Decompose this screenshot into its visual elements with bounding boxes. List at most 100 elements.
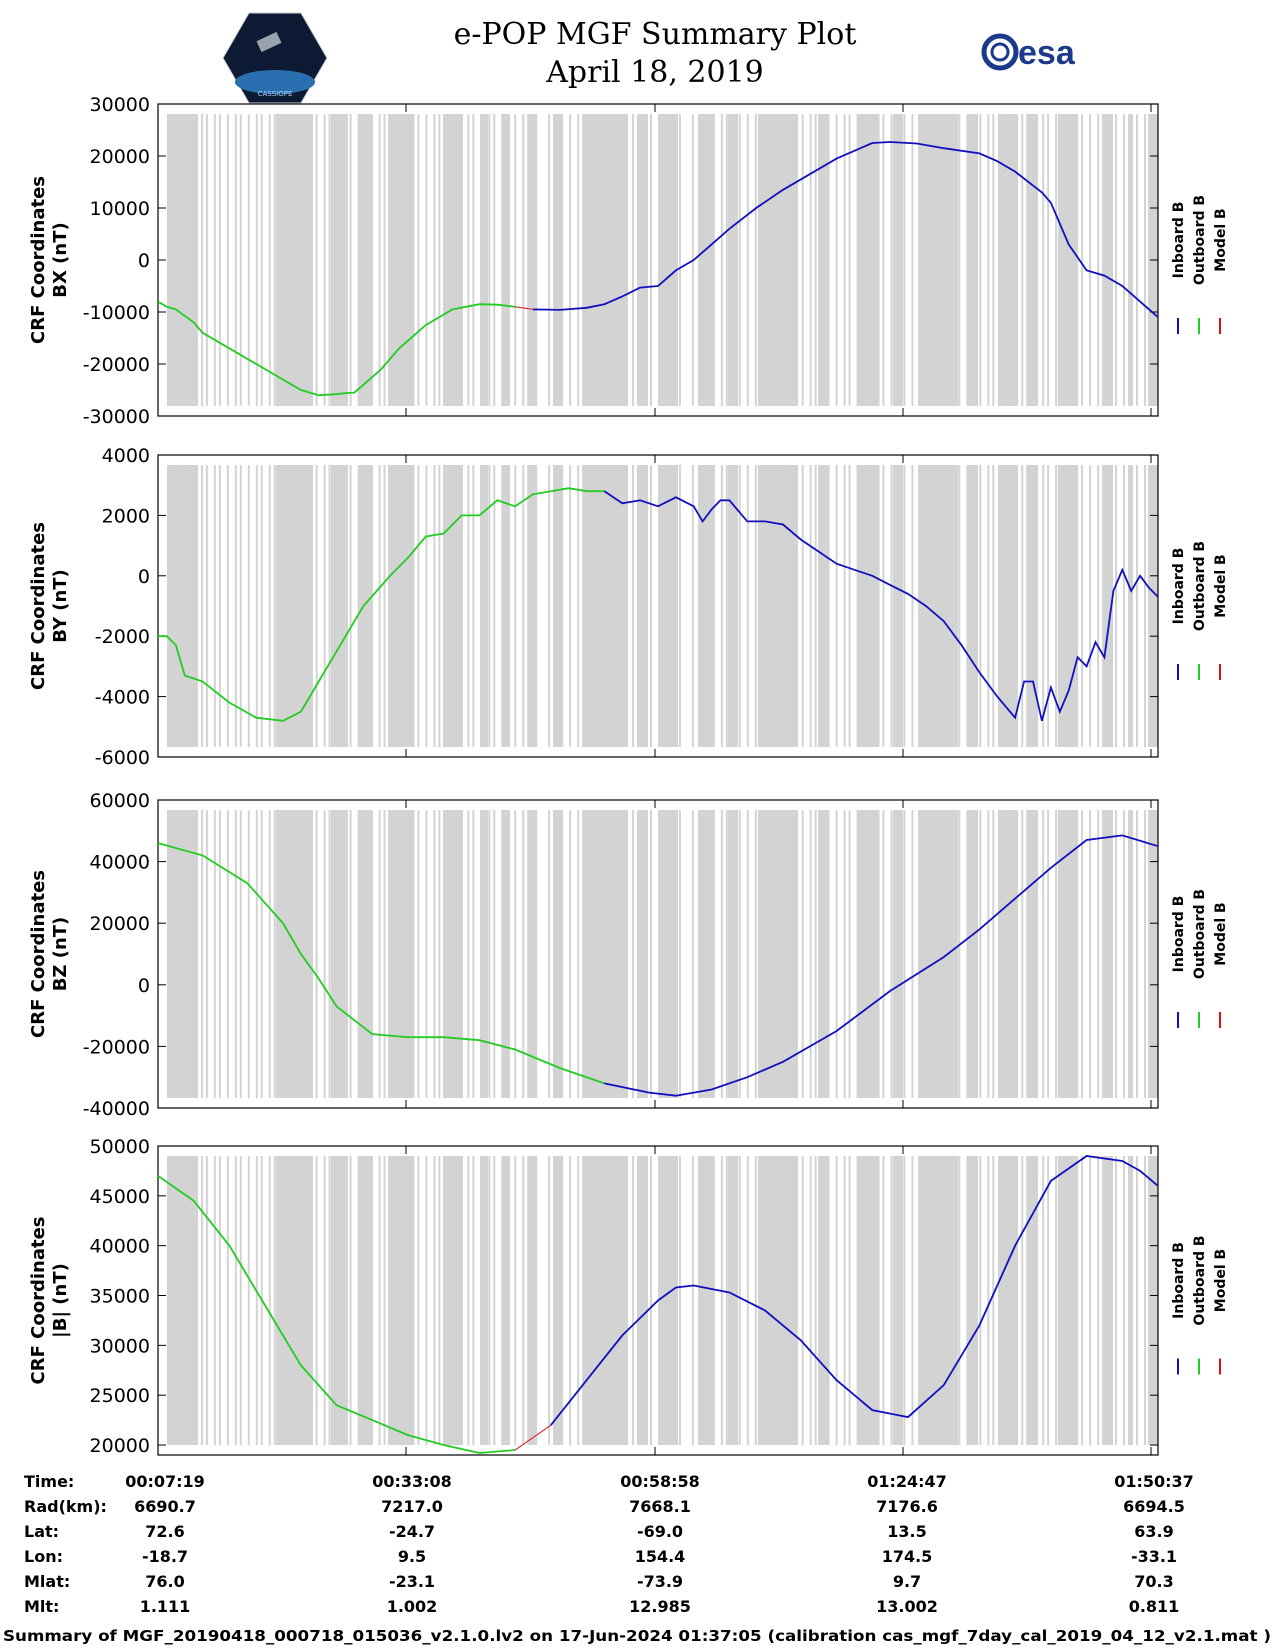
by-legend-label-0: Inboard B [1171, 548, 1187, 625]
by-gap-band-15 [758, 465, 798, 747]
row-label-mlt: Mlt: [24, 1597, 59, 1616]
bx-gap-band-17 [858, 114, 878, 406]
bmag-gap-band-23 [1058, 1156, 1078, 1445]
row-label-time: Time: [24, 1472, 74, 1491]
bx-gap-band-6 [480, 114, 488, 406]
bx-ylabel-line1: CRF Coordinates [28, 176, 49, 344]
by-ytick-label-0: 4000 [102, 445, 150, 467]
col2-mlt: 12.985 [629, 1597, 691, 1616]
bz-ylabel-line2: BZ (nT) [50, 917, 71, 992]
col2-lon: 154.4 [635, 1547, 686, 1566]
bx-ytick-label-4: -10000 [83, 302, 150, 324]
by-gap-band-3 [358, 465, 373, 747]
by-ylabel-line1: CRF Coordinates [28, 522, 49, 690]
col0-lat: 72.6 [145, 1522, 184, 1541]
bmag-ytick-label-3: 35000 [90, 1286, 150, 1308]
bmag-outboard-series [157, 1175, 516, 1454]
col2-time: 00:58:58 [620, 1472, 700, 1491]
col0-mlat: 76.0 [145, 1572, 184, 1591]
by-ytick-label-5: -6000 [95, 747, 150, 769]
by-gap-band-14 [728, 465, 738, 747]
by-gap-band-17 [858, 465, 878, 747]
bx-gap-band-18 [893, 114, 903, 406]
by-gap-band-18 [893, 465, 903, 747]
bmag-gap-band-25 [1128, 1156, 1133, 1445]
col4-lat: 63.9 [1134, 1522, 1173, 1541]
by-ylabel-line2: BY (nT) [50, 569, 71, 643]
cassiope-logo: CASSIOPE [222, 12, 328, 104]
row-label-lat: Lat: [24, 1522, 59, 1541]
col3-mlat: 9.7 [893, 1572, 921, 1591]
by-gap-band-25 [1128, 465, 1133, 747]
bz-panel: 60000 40000 20000 0 -20000 -40000 CRF Coordina… [28, 790, 1229, 1120]
title-line-1: e-POP MGF Summary Plot [454, 17, 857, 52]
col0-time: 00:07:19 [125, 1472, 205, 1491]
by-gap-band-6 [480, 465, 488, 747]
bx-ytick-label-3: 0 [138, 250, 150, 272]
bmag-data-gap-shading [167, 1156, 1158, 1445]
by-gap-band-2 [331, 465, 348, 747]
col0-rad: 6690.7 [134, 1497, 196, 1516]
bx-gap-band-3 [358, 114, 373, 406]
bmag-panel: 50000 45000 40000 35000 30000 25000 20000 CRF C… [28, 1136, 1229, 1457]
bz-ylabel-line1: CRF Coordinates [28, 870, 49, 1038]
footer-caption: Summary of MGF_20190418_000718_015036_v2… [3, 1627, 1271, 1645]
bmag-gap-band-22 [1028, 1156, 1038, 1445]
bmag-gap-band-15 [758, 1156, 798, 1445]
bmag-gap-band-12 [658, 1156, 678, 1445]
bz-gap-band-8 [528, 810, 536, 1098]
bz-gap-band-14 [728, 810, 738, 1098]
bz-gap-band-23 [1058, 810, 1078, 1098]
bx-panel: 30000 20000 10000 0 -10000 -20000 -30000 CRF Co… [28, 94, 1229, 428]
by-gap-band-21 [998, 465, 1018, 747]
bmag-inboard-series [550, 1155, 1159, 1426]
col3-lon: 174.5 [882, 1547, 933, 1566]
bx-legend-label-1: Outboard B [1192, 195, 1208, 285]
col1-lon: 9.5 [398, 1547, 426, 1566]
by-inboard-series [603, 490, 1159, 722]
bx-gap-band-21 [998, 114, 1018, 406]
bz-ytick-label-1: 40000 [90, 852, 150, 874]
bmag-gap-band-18 [893, 1156, 903, 1445]
bz-inboard-series [604, 834, 1159, 1097]
bz-gap-band-1 [276, 810, 313, 1098]
by-ytick-label-4: -4000 [95, 687, 150, 709]
bx-gap-band-12 [658, 114, 678, 406]
bx-legend-label-2: Model B [1213, 208, 1229, 271]
bz-gap-band-6 [480, 810, 488, 1098]
by-gap-band-1 [276, 465, 313, 747]
by-gap-band-24 [1103, 465, 1113, 747]
col2-rad: 7668.1 [629, 1497, 691, 1516]
by-panel: 4000 2000 0 -2000 -4000 -6000 CRF Coordinates B… [28, 445, 1229, 769]
bmag-gap-band-14 [728, 1156, 738, 1445]
bmag-axes-frame [157, 1145, 1159, 1456]
bx-outboard-series [157, 300, 516, 397]
col4-rad: 6694.5 [1123, 1497, 1185, 1516]
col4-time: 01:50:37 [1114, 1472, 1194, 1491]
bmag-gap-band-17 [858, 1156, 878, 1445]
col1-mlat: -23.1 [389, 1572, 435, 1591]
by-gap-band-22 [1028, 465, 1038, 747]
by-legend-label-2: Model B [1213, 554, 1229, 617]
col2-lat: -69.0 [637, 1522, 683, 1541]
bmag-ytick-label-0: 50000 [90, 1136, 150, 1158]
by-axes-frame [157, 454, 1159, 758]
bx-data-gap-shading [167, 114, 1158, 406]
by-data-gap-shading [167, 465, 1158, 747]
right-logo-text: esa [1018, 34, 1076, 72]
row-label-mlat: Mlat: [24, 1572, 70, 1591]
col4-mlat: 70.3 [1134, 1572, 1173, 1591]
bmag-gap-band-2 [331, 1156, 348, 1445]
bz-axes-frame [157, 799, 1159, 1109]
col1-rad: 7217.0 [381, 1497, 443, 1516]
bz-ytick-label-0: 60000 [90, 790, 150, 812]
bmag-ylabel-line1: CRF Coordinates [28, 1217, 49, 1385]
bmag-ytick-label-6: 20000 [90, 1435, 150, 1457]
bmag-legend-label-0: Inboard B [1171, 1242, 1187, 1319]
bmag-gap-band-1 [276, 1156, 313, 1445]
bmag-gap-band-3 [358, 1156, 373, 1445]
bx-gap-band-1 [276, 114, 313, 406]
bz-gap-band-26 [1148, 810, 1158, 1098]
bz-gap-band-25 [1128, 810, 1133, 1098]
col4-mlt: 0.811 [1129, 1597, 1180, 1616]
